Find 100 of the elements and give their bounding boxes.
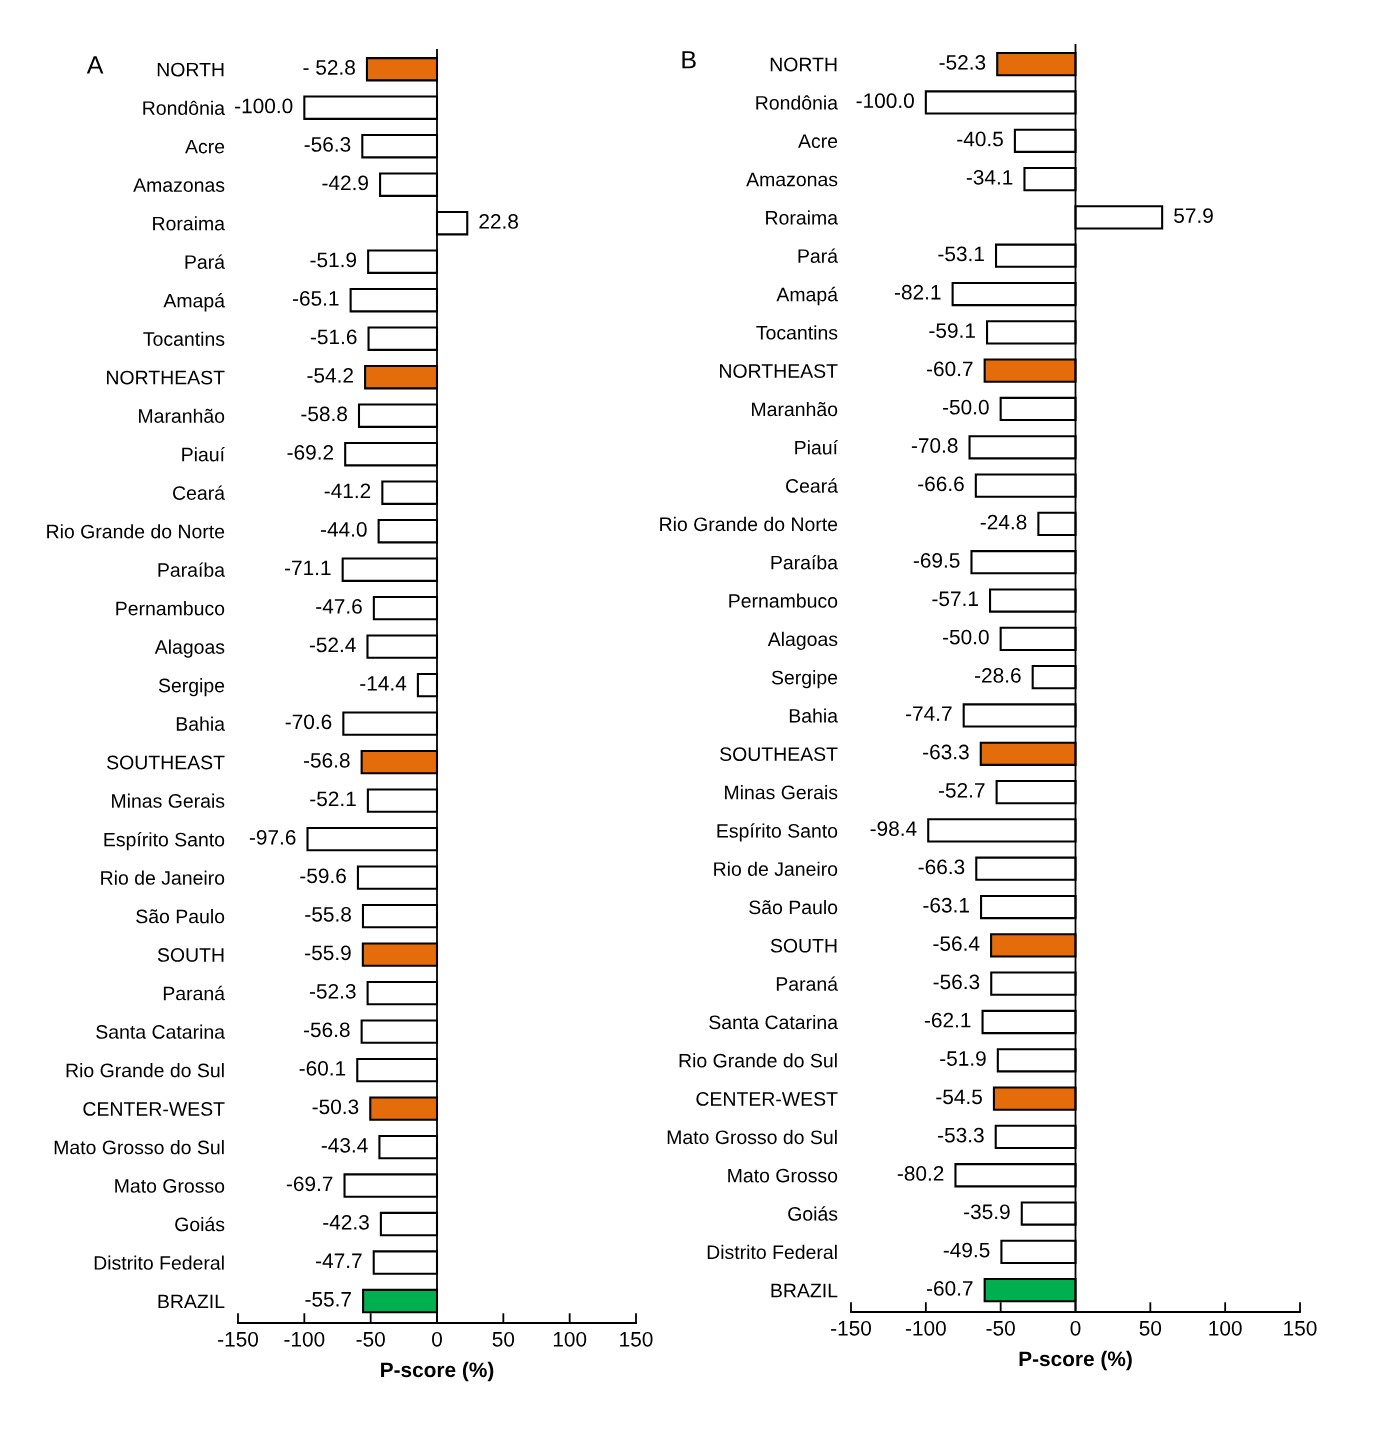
y-tick-label: Ceará [786, 478, 838, 493]
y-tick-label: Rondônia [756, 95, 839, 110]
x-tick-label: 150 [1284, 1320, 1317, 1336]
y-tick-label: Roraima [153, 216, 225, 231]
y-tick-label: Acre [798, 134, 838, 149]
y-tick-label: Paraná [163, 985, 225, 1001]
data-label: -42.9 [322, 175, 368, 191]
y-tick-label: Sergipe [771, 670, 838, 689]
y-tick-label: Mato Grosso do Sul [667, 1129, 837, 1145]
y-tick-label: CENTER-WEST [83, 1102, 225, 1116]
y-tick-label: Goiás [788, 1206, 838, 1221]
y-tick-label: Sergipe [158, 678, 225, 697]
data-label: -55.7 [305, 1292, 351, 1307]
data-label: -54.2 [307, 368, 353, 383]
y-tick-label: Paraíba [771, 554, 838, 570]
y-tick-label: Amapá [163, 293, 225, 312]
y-tick-label: Piauí [182, 446, 225, 462]
y-tick-label: Goiás [175, 1216, 225, 1232]
data-label: -51.9 [940, 1051, 986, 1066]
x-axis-title: P-score (%) [381, 1361, 494, 1382]
x-tick-label: -100 [905, 1320, 946, 1336]
y-tick-label: Distrito Federal [707, 1244, 837, 1260]
y-tick-label: Paraíba [158, 562, 225, 577]
data-label: -100.0 [235, 98, 293, 114]
data-label: -60.1 [299, 1060, 346, 1076]
data-label: -50.0 [943, 399, 989, 415]
data-label: -14.4 [360, 676, 407, 691]
data-label: 22.8 [479, 214, 518, 229]
data-label: 57.9 [1174, 208, 1213, 223]
data-label: -69.2 [287, 445, 334, 460]
data-label: -69.7 [286, 1176, 333, 1192]
data-label: -41.2 [324, 483, 371, 499]
data-label: -47.6 [316, 599, 362, 614]
data-label: -62.1 [924, 1012, 971, 1028]
y-tick-label: Santa Catarina [709, 1014, 839, 1030]
y-tick-label: Rio Grande do Sul [66, 1063, 224, 1078]
y-tick-label: Minas Gerais [725, 785, 838, 800]
data-label: -47.7 [316, 1253, 362, 1268]
y-tick-label: Tocantins [143, 331, 225, 346]
y-tick-label: SOUTHEAST [720, 747, 838, 762]
data-label: -52.4 [309, 637, 356, 653]
data-label: -53.3 [938, 1127, 984, 1143]
data-label: -66.3 [918, 859, 965, 875]
y-tick-label: Mato Grosso do Sul [54, 1140, 224, 1155]
y-tick-label: Alagoas [767, 631, 838, 650]
data-label: -40.5 [957, 131, 1003, 147]
y-tick-label: Alagoas [154, 639, 225, 658]
y-tick-label: Santa Catarina [96, 1024, 226, 1039]
data-label: - 52.8 [303, 60, 355, 75]
x-tick-label: -50 [356, 1331, 385, 1347]
x-tick-label: -150 [218, 1331, 259, 1347]
data-label: -59.1 [929, 323, 975, 338]
data-label: -97.6 [249, 829, 296, 845]
y-tick-label: Rio Grande do Norte [660, 516, 838, 532]
data-label: -56.3 [933, 974, 980, 990]
data-label: -51.6 [310, 329, 357, 345]
data-label: -51.9 [310, 252, 357, 268]
data-label: -34.1 [966, 169, 1013, 185]
y-tick-label: Rio Grande do Sul [679, 1053, 837, 1068]
y-tick-label: Minas Gerais [112, 793, 225, 808]
y-tick-label: NORTHEAST [720, 364, 838, 378]
y-tick-label: Espírito Santo [104, 831, 225, 851]
data-label: -52.7 [938, 782, 985, 798]
x-tick-label: 50 [1139, 1320, 1162, 1336]
data-label: -56.8 [303, 1022, 350, 1038]
y-tick-label: Bahia [176, 716, 225, 731]
y-tick-label: SOUTHEAST [107, 755, 225, 770]
y-tick-label: Pará [185, 254, 225, 269]
data-label: -42.3 [323, 1214, 369, 1230]
data-label: -50.3 [312, 1099, 359, 1115]
data-label: -43.4 [321, 1137, 368, 1153]
y-tick-label: CENTER-WEST [696, 1092, 838, 1106]
data-label: -70.8 [911, 438, 958, 453]
y-tick-label: BRAZIL [771, 1283, 838, 1298]
y-tick-label: SOUTH [770, 938, 837, 953]
data-label: -59.6 [300, 868, 346, 884]
y-tick-label: Rio de Janeiro [101, 870, 225, 885]
y-tick-label: Maranhão [139, 408, 225, 423]
y-tick-label: BRAZIL [158, 1294, 225, 1309]
data-label: -35.9 [964, 1204, 1010, 1220]
y-tick-label: Rio de Janeiro [714, 861, 838, 876]
data-label: -98.4 [870, 821, 917, 836]
data-label: -58.8 [301, 406, 347, 422]
data-label: -53.1 [938, 246, 984, 262]
x-axis-title: P-score (%) [1019, 1350, 1132, 1371]
data-label: -63.1 [923, 897, 969, 913]
y-tick-label: Rio Grande do Norte [47, 524, 225, 539]
data-label: -52.3 [309, 983, 356, 999]
data-label: -60.7 [926, 1281, 973, 1296]
y-tick-label: SOUTH [157, 948, 224, 962]
y-tick-label: Maranhão [752, 401, 838, 417]
y-tick-label: Pernambuco [116, 601, 225, 616]
y-tick-label: Pará [798, 248, 838, 263]
data-label: -70.6 [285, 714, 332, 730]
x-tick-label: -50 [986, 1320, 1015, 1336]
y-tick-label: Mato Grosso [728, 1168, 838, 1183]
y-tick-label: Distrito Federal [94, 1255, 224, 1270]
data-label: -57.1 [932, 591, 978, 607]
data-label: -54.5 [936, 1089, 982, 1105]
data-label: -50.0 [943, 629, 989, 645]
